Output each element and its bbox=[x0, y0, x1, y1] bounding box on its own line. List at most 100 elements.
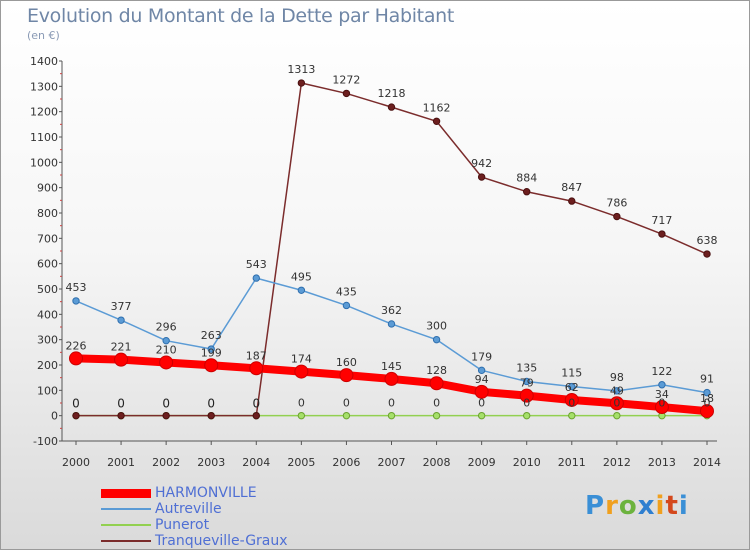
data-label: 135 bbox=[516, 361, 537, 374]
x-tick-label: 2014 bbox=[693, 456, 721, 469]
legend-label: HARMONVILLE bbox=[155, 485, 257, 501]
data-point bbox=[294, 364, 309, 379]
data-label: 1162 bbox=[423, 101, 451, 114]
data-label: 226 bbox=[66, 339, 87, 352]
data-label: 0 bbox=[704, 397, 711, 410]
data-point bbox=[658, 230, 666, 238]
data-point bbox=[342, 301, 351, 310]
y-tick-label: 800 bbox=[37, 207, 58, 220]
data-point bbox=[654, 400, 669, 415]
data-point bbox=[568, 411, 576, 420]
data-point bbox=[613, 212, 621, 221]
y-tick-label: 100 bbox=[37, 384, 58, 397]
data-label: 0 bbox=[388, 397, 395, 410]
data-point bbox=[387, 411, 396, 420]
data-label: 0 bbox=[252, 397, 260, 411]
data-point bbox=[568, 197, 576, 205]
y-tick-label: 1200 bbox=[30, 106, 58, 119]
data-point bbox=[703, 388, 711, 397]
data-point bbox=[297, 286, 306, 294]
data-point bbox=[477, 173, 486, 181]
data-label: 0 bbox=[478, 397, 485, 410]
data-label: 0 bbox=[523, 397, 530, 410]
data-label: 300 bbox=[426, 320, 447, 333]
data-label: 942 bbox=[471, 157, 492, 170]
data-label: 49 bbox=[610, 384, 624, 397]
data-label: 179 bbox=[471, 350, 492, 363]
data-point bbox=[523, 377, 531, 386]
y-tick-label: 1300 bbox=[30, 80, 58, 93]
data-point bbox=[342, 411, 351, 420]
data-label: 543 bbox=[246, 258, 267, 271]
data-label: 174 bbox=[291, 353, 312, 366]
data-point bbox=[252, 274, 260, 282]
data-point bbox=[249, 361, 264, 376]
data-point bbox=[613, 411, 621, 420]
data-point bbox=[117, 411, 125, 420]
x-tick-label: 2011 bbox=[558, 456, 586, 469]
data-point bbox=[114, 352, 129, 367]
legend-label: Tranqueville-Graux bbox=[155, 533, 288, 549]
data-label: 377 bbox=[111, 300, 132, 313]
data-label: 0 bbox=[207, 397, 215, 411]
data-label: 0 bbox=[298, 397, 305, 410]
data-label: 221 bbox=[111, 341, 132, 354]
data-point bbox=[72, 297, 80, 305]
data-label: 847 bbox=[561, 181, 582, 194]
data-label: 435 bbox=[336, 285, 357, 298]
data-label: 160 bbox=[336, 356, 357, 369]
data-label: 1218 bbox=[378, 87, 406, 100]
data-label: 187 bbox=[246, 349, 267, 362]
data-point bbox=[117, 316, 125, 324]
data-label: 115 bbox=[561, 367, 582, 380]
data-label: 122 bbox=[651, 365, 672, 378]
legend-swatch bbox=[101, 524, 151, 526]
x-tick-label: 2010 bbox=[513, 456, 541, 469]
data-label: 263 bbox=[201, 329, 222, 342]
data-point bbox=[432, 117, 441, 125]
legend-swatch bbox=[101, 508, 151, 510]
data-label: 453 bbox=[66, 281, 87, 294]
data-point bbox=[477, 411, 486, 420]
data-label: 79 bbox=[520, 377, 534, 390]
data-point bbox=[703, 250, 711, 258]
data-point bbox=[297, 411, 306, 420]
data-label: 1272 bbox=[332, 73, 360, 86]
data-label: 34 bbox=[655, 388, 669, 401]
y-tick-label: 300 bbox=[37, 334, 58, 347]
data-label: 199 bbox=[201, 346, 222, 359]
data-label: 210 bbox=[156, 343, 177, 356]
data-point bbox=[162, 411, 170, 420]
data-label: 0 bbox=[658, 397, 665, 410]
data-label: 62 bbox=[565, 381, 579, 394]
data-point bbox=[658, 381, 666, 389]
data-label: 495 bbox=[291, 270, 312, 283]
proxiti-logo: Proxiti bbox=[585, 491, 689, 521]
data-label: 1313 bbox=[287, 63, 315, 76]
x-tick-label: 2008 bbox=[423, 456, 451, 469]
data-point bbox=[474, 384, 489, 399]
y-tick-label: 400 bbox=[37, 308, 58, 321]
data-point bbox=[384, 371, 399, 386]
y-tick-label: -100 bbox=[33, 435, 58, 448]
x-tick-label: 2013 bbox=[648, 456, 676, 469]
x-tick-label: 2003 bbox=[197, 456, 225, 469]
y-tick-label: 900 bbox=[37, 182, 58, 195]
x-tick-label: 2000 bbox=[62, 456, 90, 469]
data-point bbox=[523, 411, 531, 420]
data-label: 362 bbox=[381, 304, 402, 317]
data-label: 786 bbox=[606, 197, 627, 210]
y-tick-label: 500 bbox=[37, 283, 58, 296]
data-point bbox=[613, 387, 621, 395]
data-label: 0 bbox=[72, 397, 80, 411]
data-label: 0 bbox=[343, 397, 350, 410]
chart-title: Evolution du Montant de la Dette par Hab… bbox=[27, 5, 455, 27]
data-point bbox=[432, 411, 441, 420]
y-tick-label: 1100 bbox=[30, 131, 58, 144]
data-point bbox=[69, 351, 83, 366]
data-label: 91 bbox=[700, 373, 714, 386]
data-label: 717 bbox=[651, 214, 672, 227]
data-point bbox=[429, 376, 444, 391]
data-point bbox=[72, 411, 80, 420]
